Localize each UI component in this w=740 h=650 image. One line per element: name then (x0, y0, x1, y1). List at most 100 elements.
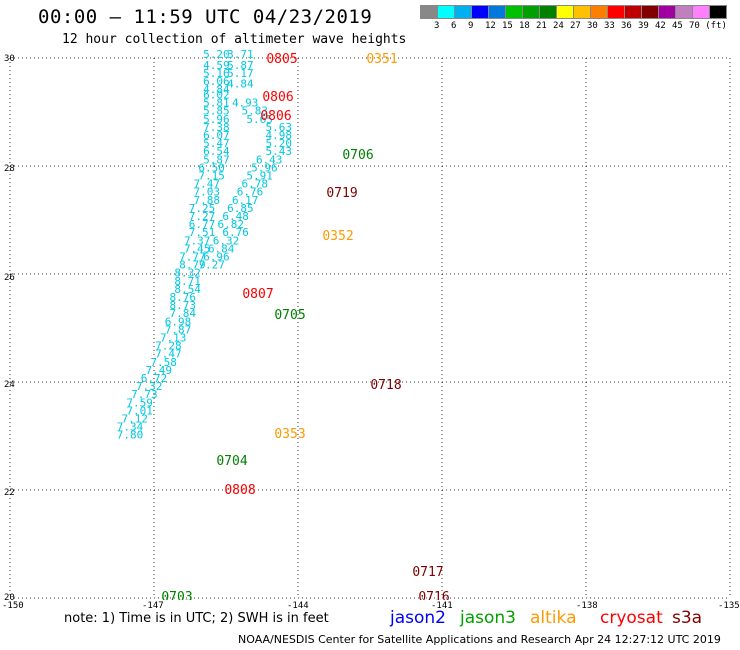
pass-time-label: 0716 (418, 590, 449, 600)
color-bar-label: 15 (502, 21, 513, 31)
wave-height-value: 6.76 (222, 226, 249, 239)
y-tick-label: 28 (4, 164, 15, 174)
wave-height-value: 5.47 (203, 137, 230, 150)
pass-time-label: 0807 (242, 287, 273, 302)
color-bar-label: 18 (519, 21, 530, 31)
map-subtitle: 12 hour collection of altimeter wave hei… (62, 32, 407, 47)
wave-height-value: 6.82 (218, 218, 245, 231)
color-bar-label: 39 (638, 21, 649, 31)
wave-height-value: 5.65 (246, 113, 273, 126)
wave-height-value: 4.93 (232, 97, 259, 110)
pass-time-label: 0805 (266, 52, 297, 67)
x-tick-label: -135 (718, 601, 740, 611)
wave-height-value: 7.47 (194, 178, 221, 191)
color-bar-label: 21 (536, 21, 547, 31)
wave-height-value: 6.78 (242, 178, 269, 191)
wave-height-value: 5.20 (266, 137, 293, 150)
pass-time-label: 0808 (224, 483, 255, 498)
color-bar-label: 42 (655, 21, 666, 31)
wave-height-value: 7.15 (198, 170, 225, 183)
wave-height-value: 6.48 (222, 210, 249, 223)
y-tick-label: 30 (4, 54, 15, 64)
wave-height-value: 5.96 (203, 113, 230, 126)
pass-time-labels: 0805 0806 0806 0807 0808 0351 0352 0353 0706 0705… (161, 52, 449, 600)
wave-height-value: 6.85 (227, 202, 254, 215)
wave-height-value: 7.84 (170, 307, 197, 320)
wave-height-value: 7.12 (122, 413, 149, 426)
wave-height-value: 8.54 (174, 283, 201, 296)
wave-height-value: 7.27 (189, 210, 216, 223)
wave-height-value: 5.91 (246, 170, 273, 183)
wave-height-value: 6.84 (208, 242, 235, 255)
wave-height-value: 7.88 (194, 194, 221, 207)
pass-time-label: 0806 (262, 90, 293, 105)
wave-height-value: 8.73 (170, 299, 197, 312)
wave-height-value: 7.73 (131, 388, 158, 401)
pass-time-label: 0703 (161, 590, 192, 600)
wave-height-value: 7.28 (155, 340, 182, 353)
wave-height-value: 5.96 (251, 161, 278, 174)
wave-height-value: 7.77 (179, 251, 206, 264)
pass-time-label: 0351 (366, 52, 397, 67)
wave-height-points: 5.203.714.595.875.165.176.064.844.846.02… (117, 48, 292, 442)
color-bar-label: 30 (587, 21, 598, 31)
wave-height-value: 6.17 (232, 194, 259, 207)
wave-height-value: 7.32 (136, 380, 163, 393)
wave-height-value: 7.25 (189, 202, 216, 215)
legend-jason3: jason3 (460, 608, 516, 628)
pass-time-label: 0352 (322, 229, 353, 244)
wave-height-value: 7.80 (117, 429, 144, 442)
wave-height-value: 5.17 (227, 67, 254, 80)
color-bar-label: 27 (570, 21, 581, 31)
pass-time-label: 0806 (260, 109, 291, 124)
pass-time-label: 0719 (326, 186, 357, 201)
color-bar-label: 6 (451, 21, 457, 31)
wave-height-value: 5.87 (203, 153, 230, 166)
grid-lines (9, 57, 731, 599)
y-tick-label: 22 (4, 488, 15, 498)
wave-height-value: 5.81 (203, 97, 230, 110)
wave-height-value: 7.45 (184, 242, 211, 255)
color-bar-label: 45 (672, 21, 683, 31)
color-bar-label: 36 (621, 21, 632, 31)
x-tick-label: -138 (576, 601, 598, 611)
wave-height-value: 6.43 (256, 153, 283, 166)
x-tick-label: -144 (287, 601, 309, 611)
wave-height-value: 6.98 (165, 315, 192, 328)
pass-time-label: 0706 (342, 148, 373, 163)
wave-height-value: 6.76 (237, 186, 264, 199)
legend-s3a: s3a (672, 608, 703, 628)
wave-height-value: 6.77 (189, 218, 216, 231)
color-bar (420, 5, 727, 19)
wave-height-value: 4.59 (203, 59, 230, 72)
wave-height-value: 6.07 (203, 129, 230, 142)
map-title: 00:00 – 11:59 UTC 04/23/2019 (38, 6, 373, 28)
wave-height-value: 6.50 (198, 161, 225, 174)
color-bar-swatch (709, 5, 727, 19)
color-bar-label: 70 (ft) (689, 21, 727, 31)
color-bar-label: 9 (468, 21, 474, 31)
wave-height-value: 6.54 (203, 145, 230, 158)
pass-time-label: 0718 (370, 378, 401, 393)
wave-height-value: 5.20 (203, 48, 230, 61)
wave-height-value: 4.84 (227, 78, 254, 91)
units-note: note: 1) Time is in UTC; 2) SWH is in fe… (64, 611, 329, 626)
legend-jason2: jason2 (390, 608, 446, 628)
x-tick-label: -141 (431, 601, 453, 611)
wave-height-value: 5.85 (203, 105, 230, 118)
wave-height-value: 7.51 (189, 226, 216, 239)
wave-height-value: 7.34 (117, 421, 144, 434)
wave-height-value: 8.79 (179, 259, 206, 272)
wave-height-value: 4.98 (266, 129, 293, 142)
wave-height-value: 6.02 (203, 89, 230, 102)
wave-height-value: 4.84 (203, 83, 230, 96)
wave-height-value: 7.03 (194, 186, 221, 199)
wave-height-value: 7.01 (126, 404, 153, 417)
wave-height-value: 7.59 (126, 396, 153, 409)
credit-line: NOAA/NESDIS Center for Satellite Applica… (238, 633, 721, 646)
wave-height-value: 7.58 (150, 356, 177, 369)
wave-height-value: 7.38 (203, 121, 230, 134)
wave-height-value: 6.72 (141, 372, 168, 385)
wave-height-value: 5.43 (266, 145, 293, 158)
wave-height-value: 6.96 (203, 251, 230, 264)
